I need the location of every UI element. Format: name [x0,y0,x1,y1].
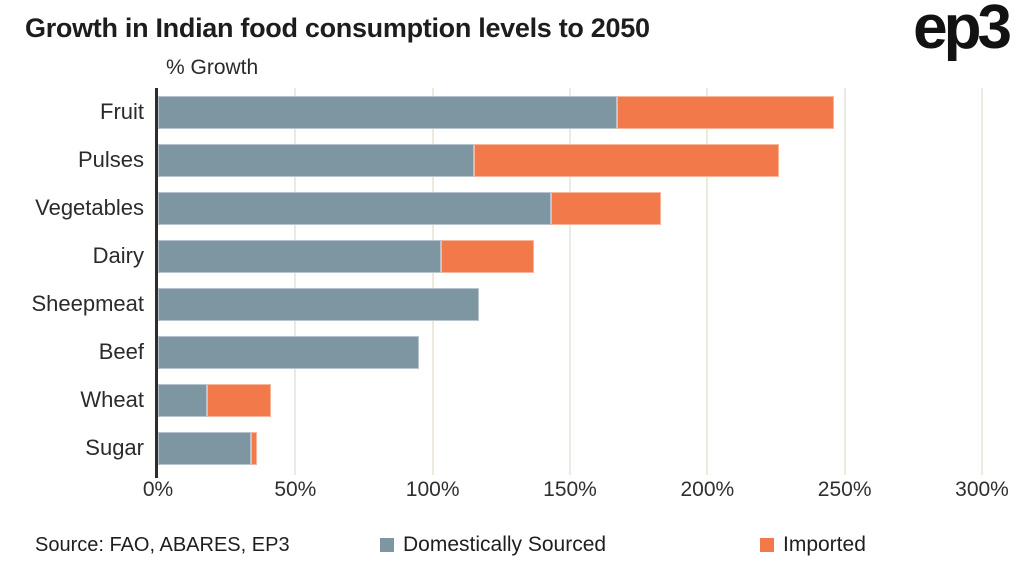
x-axis-ticks: 0% 50% 100% 150% 200% 250% 300% [143,478,1009,508]
category-label: Beef [98,339,144,364]
bar-segment-domestically-sourced [158,239,441,273]
bar-track [158,143,982,177]
bar-segment-domestically-sourced [158,143,474,177]
legend-item-domestically-sourced: Domestically Sourced [380,533,606,557]
chart-row-vegetables: Vegetables [0,184,1024,232]
bar-track [158,95,982,129]
x-tick-label: 300% [955,478,1009,501]
bar-segment-domestically-sourced [158,383,208,417]
category-label: Dairy [92,243,144,268]
bar-track [158,191,982,225]
chart-title: Growth in Indian food consumption levels… [25,13,650,43]
chart-row-pulses: Pulses [0,136,1024,184]
plot-area [158,88,983,475]
category-label: Sugar [85,435,144,460]
bar-segment-domestically-sourced [158,431,252,465]
bar-track [158,431,982,465]
bar-track [158,239,982,273]
gridline [706,88,709,475]
chart-row-dairy: Dairy [0,232,1024,280]
bar-segment-domestically-sourced [158,95,617,129]
gridline [294,88,297,475]
source-note: Source: FAO, ABARES, EP3 [35,534,290,556]
legend-item-imported: Imported [760,533,866,557]
category-label: Pulses [77,147,144,172]
x-tick-label: 150% [543,478,597,501]
chart-row-beef: Beef [0,328,1024,376]
category-label: Vegetables [35,195,144,220]
chart-row-wheat: Wheat [0,376,1024,424]
gridline [569,88,571,475]
legend-label-imported: Imported [783,533,866,556]
chart-rows: Fruit Pulses Vegetables Dairy Sheepmeat Beef W… [0,88,1024,472]
bar-track [158,335,982,369]
bar-segment-imported [473,143,779,177]
category-label: Fruit [100,99,144,124]
axis-title: % Growth [166,56,259,79]
bar-segment-imported [251,431,257,465]
ep3-logo: ep3 [913,0,1012,62]
bar-segment-imported [207,383,271,417]
y-axis-line [155,88,158,478]
chart-row-fruit: Fruit [0,88,1024,136]
bar-segment-imported [440,239,535,273]
x-tick-label: 100% [405,478,460,501]
gridline [431,88,434,475]
bar-track [158,287,982,321]
gridline [981,88,983,475]
bar-segment-domestically-sourced [158,191,551,225]
x-tick-label: 50% [274,478,317,501]
gridline [843,88,846,475]
chart-area: Fruit Pulses Vegetables Dairy Sheepmeat Beef W… [0,88,1024,478]
bar-segment-domestically-sourced [158,287,480,321]
legend-swatch-imported [760,538,774,552]
chart-row-sheepmeat: Sheepmeat [0,280,1024,328]
bar-segment-domestically-sourced [158,335,419,369]
chart-row-sugar: Sugar [0,424,1024,472]
legend-swatch-domestic [380,538,394,552]
category-label: Wheat [80,387,144,412]
bar-segment-imported [550,191,661,225]
x-tick-label: 0% [142,478,174,501]
x-tick-label: 250% [817,478,872,501]
bar-segment-imported [616,95,834,129]
category-label: Sheepmeat [31,291,144,316]
x-tick-label: 200% [680,478,735,501]
bar-track [158,383,982,417]
legend-label-domestic: Domestically Sourced [403,533,607,556]
